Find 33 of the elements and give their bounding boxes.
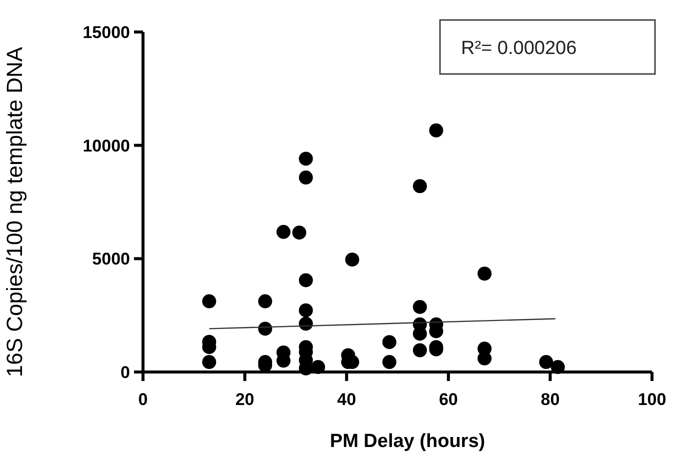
y-tick-label: 5000 bbox=[92, 250, 130, 269]
point bbox=[298, 303, 313, 318]
x-tick-label: 80 bbox=[540, 390, 560, 409]
point bbox=[298, 152, 313, 166]
point bbox=[202, 355, 216, 370]
point bbox=[412, 179, 427, 194]
x-tick-label: 60 bbox=[438, 390, 458, 409]
x-tick-label: 100 bbox=[638, 390, 666, 409]
point bbox=[311, 360, 326, 374]
y-axis-title: 16S Copies/100 ng template DNA bbox=[2, 46, 27, 378]
point bbox=[202, 294, 216, 308]
point bbox=[382, 335, 396, 350]
point bbox=[539, 355, 554, 370]
point bbox=[478, 266, 492, 281]
x-tick-label: 0 bbox=[138, 390, 148, 409]
y-tick-label: 15000 bbox=[82, 22, 130, 42]
point bbox=[550, 360, 565, 374]
y-tick-label: 0 bbox=[120, 362, 130, 382]
point bbox=[345, 252, 360, 267]
y-tick-label: 10000 bbox=[82, 136, 130, 156]
x-axis-title: PM Delay (hours) bbox=[330, 431, 486, 452]
point bbox=[292, 226, 306, 240]
point bbox=[276, 224, 290, 239]
point bbox=[298, 273, 313, 288]
x-tick-label: 40 bbox=[337, 390, 356, 409]
annotation: R²= 0.000206 bbox=[461, 38, 577, 59]
point bbox=[382, 355, 396, 370]
point bbox=[412, 300, 427, 314]
point bbox=[412, 343, 427, 358]
x-tick-label: 20 bbox=[235, 390, 254, 409]
point bbox=[298, 170, 313, 185]
point bbox=[258, 294, 272, 308]
point bbox=[429, 123, 444, 138]
